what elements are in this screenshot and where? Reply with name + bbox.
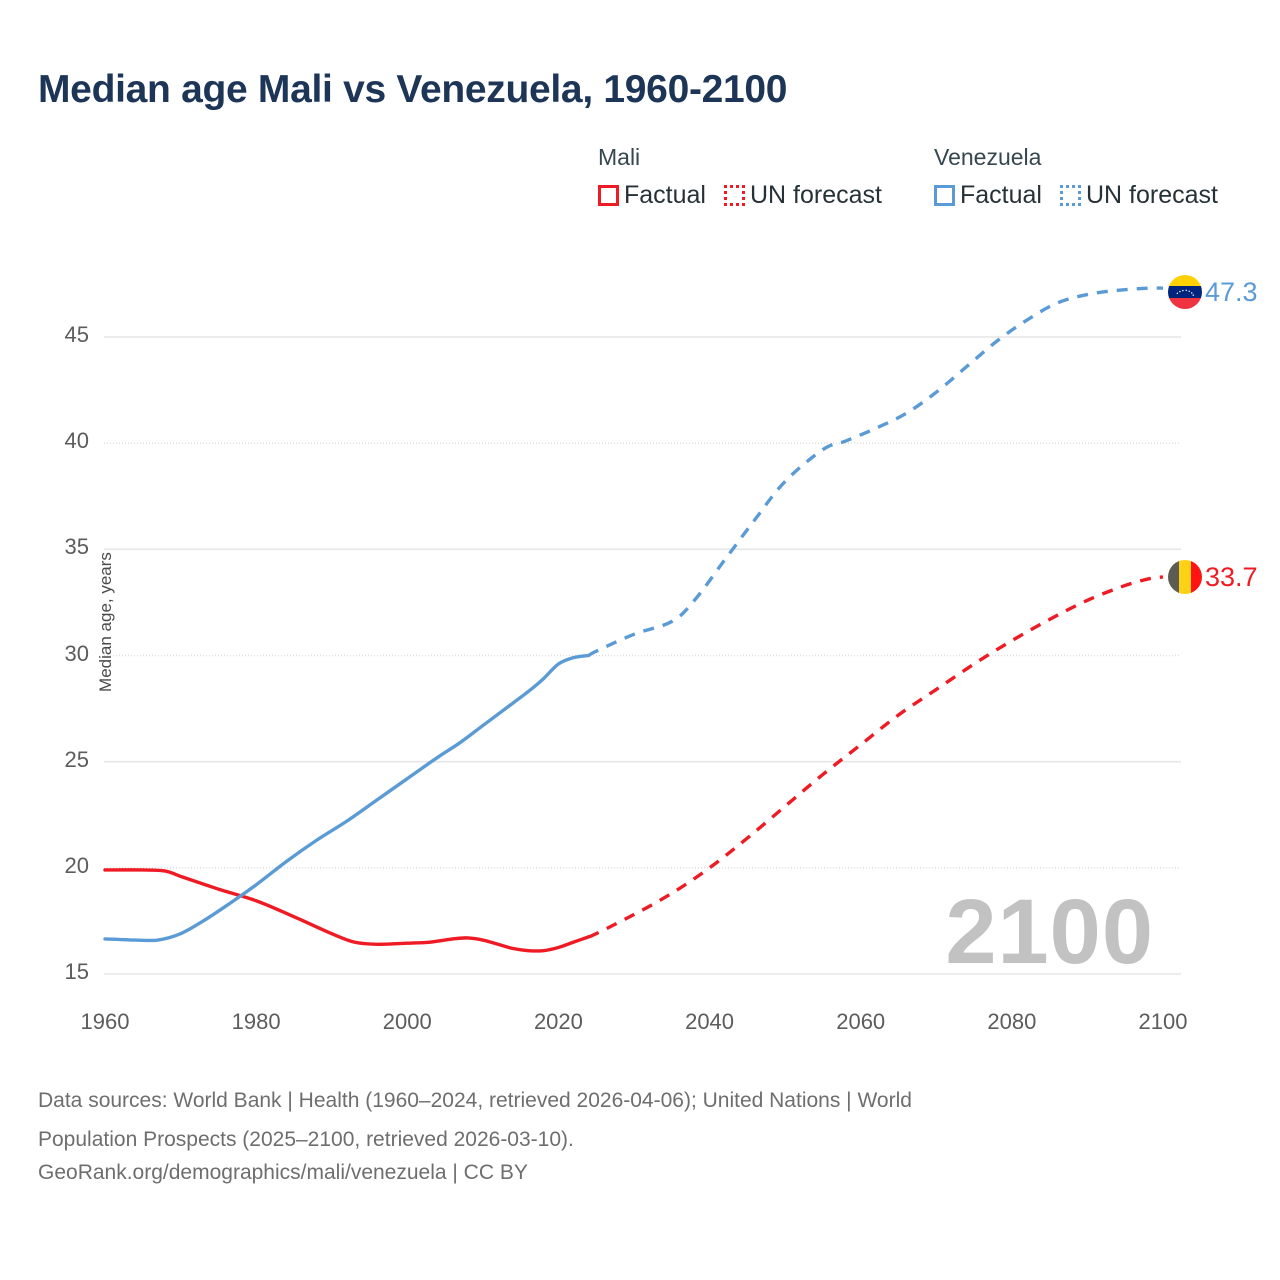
legend-item-venezuela-factual[interactable]: Factual — [934, 181, 1042, 210]
legend-item-mali-factual[interactable]: Factual — [598, 181, 706, 210]
legend-item-label: Factual — [624, 181, 706, 209]
x-tick-label: 1960 — [80, 1009, 130, 1034]
x-tick-label: 2060 — [836, 1009, 886, 1034]
legend-country-label: Mali — [598, 144, 641, 170]
footer-sources: Data sources: World Bank | Health (1960–… — [38, 1084, 1178, 1189]
y-tick-label: 35 — [64, 534, 89, 560]
venezuela-flag-icon — [1168, 275, 1202, 309]
y-tick-label: 30 — [64, 640, 89, 666]
x-tick-label: 2020 — [533, 1009, 583, 1034]
y-tick-label: 15 — [64, 959, 89, 984]
venezuela-flag-stars-icon — [1176, 289, 1195, 297]
legend-item-mali-forecast[interactable]: UN forecast — [723, 181, 882, 210]
chart-legend: Mali Factual UN forecast Venezuela Factu… — [598, 143, 1258, 223]
footer-line-3: GeoRank.org/demographics/mali/venezuela … — [38, 1161, 528, 1184]
legend-item-label: Factual — [960, 181, 1042, 209]
y-tick-label: 25 — [64, 746, 89, 772]
end-label-value: 47.3 — [1205, 276, 1258, 307]
legend-group-venezuela: Venezuela Factual UN forecast — [934, 143, 1218, 210]
y-tick-label: 20 — [64, 852, 89, 878]
watermark-year: 2100 — [945, 881, 1154, 983]
y-axis-title: Median age, years — [96, 552, 115, 692]
legend-item-venezuela-forecast[interactable]: UN forecast — [1059, 181, 1218, 210]
end-label-mali: 33.7 — [1168, 560, 1258, 594]
x-tick-label: 2000 — [382, 1009, 432, 1034]
y-tick-label: 45 — [64, 322, 89, 347]
series-line-forecast-mali — [588, 575, 1164, 939]
x-tick-label: 2080 — [987, 1009, 1037, 1034]
page-title: Median age Mali vs Venezuela, 1960-2100 — [38, 68, 788, 111]
footer-line-1: Data sources: World Bank | Health (1960–… — [38, 1089, 912, 1112]
legend-item-label: UN forecast — [749, 181, 882, 209]
legend-swatch-solid-icon — [934, 185, 955, 206]
legend-country-label: Venezuela — [934, 144, 1042, 170]
legend-group-mali: Mali Factual UN forecast — [598, 143, 882, 210]
footer-line-2: Population Prospects (2025–2100, retriev… — [38, 1128, 574, 1151]
end-label-venezuela: 47.3 — [1168, 275, 1258, 309]
x-tick-label: 1980 — [231, 1009, 281, 1034]
series-line-factual-venezuela — [103, 653, 591, 943]
series-line-factual-mali — [103, 868, 591, 953]
series-line-forecast-venezuela — [587, 286, 1164, 657]
y-tick-label: 40 — [64, 428, 89, 454]
x-tick-label: 2100 — [1138, 1009, 1188, 1034]
legend-item-label: UN forecast — [1085, 181, 1218, 209]
end-label-value: 33.7 — [1205, 561, 1258, 592]
legend-swatch-solid-icon — [598, 185, 619, 206]
mali-flag-icon — [1168, 560, 1202, 594]
x-tick-label: 2040 — [685, 1009, 735, 1034]
legend-swatch-dotted-icon — [1059, 185, 1081, 206]
legend-swatch-dotted-icon — [723, 185, 745, 206]
